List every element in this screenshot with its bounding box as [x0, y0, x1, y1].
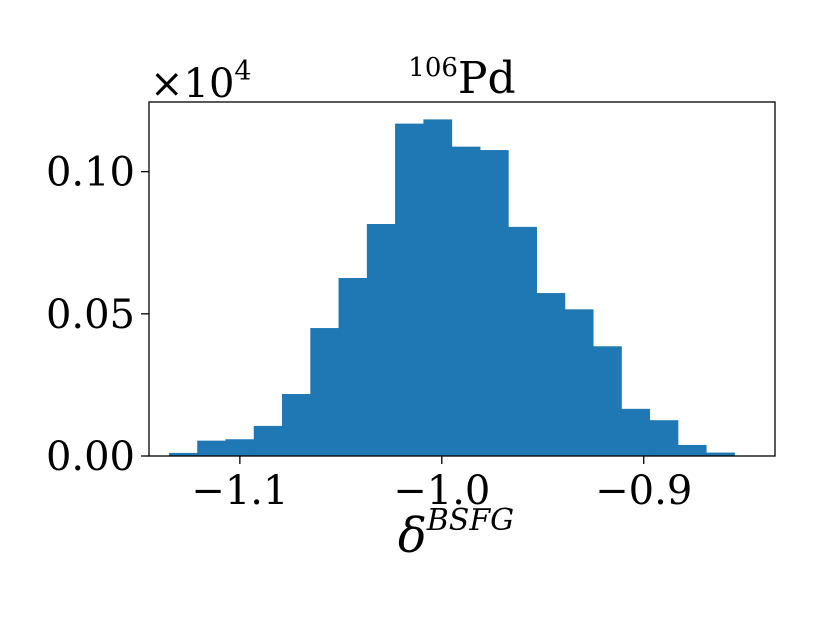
histogram-bar: [621, 408, 651, 457]
histogram-bar: [366, 224, 396, 457]
x-axis-label-main: δ: [398, 508, 427, 564]
histogram-bar: [225, 439, 255, 457]
histogram-bar: [593, 346, 622, 457]
y-multiplier-base: ×10: [150, 61, 234, 107]
y-tick-label: 0.00: [46, 434, 135, 480]
bars-group: [168, 119, 735, 457]
histogram-bar: [282, 394, 311, 457]
histogram-bar: [395, 123, 424, 457]
x-tick-label: −0.9: [595, 468, 692, 514]
histogram-bar: [451, 146, 481, 457]
y-tick-label: 0.10: [46, 150, 135, 196]
histogram-bar: [423, 119, 453, 457]
histogram-bar: [310, 328, 340, 457]
y-tick-label: 0.05: [46, 292, 135, 338]
chart-title: 106Pd: [408, 53, 515, 104]
histogram-bar: [508, 226, 537, 457]
plot-frame: [148, 101, 776, 457]
x-tick-label: −1.0: [393, 468, 490, 514]
histogram-bar: [536, 293, 566, 457]
histogram-bar: [197, 440, 226, 457]
x-tick-label: −1.1: [191, 468, 288, 514]
title-superscript: 106: [408, 53, 458, 83]
histogram-bar: [677, 444, 707, 457]
x-ticks-group: −1.1 −1.0 −0.9: [191, 456, 692, 514]
histogram-bar: [338, 278, 368, 457]
y-multiplier: ×104: [150, 56, 252, 107]
y-multiplier-exponent: 4: [234, 56, 251, 87]
histogram-bar: [564, 309, 594, 457]
histogram-bar: [253, 425, 283, 457]
title-main: Pd: [458, 53, 516, 104]
x-axis-label-superscript: BSFG: [426, 503, 514, 538]
y-ticks-group: 0.00 0.05 0.10: [46, 150, 149, 480]
histogram-bar: [649, 420, 679, 457]
histogram-bar: [479, 150, 509, 457]
x-axis-label: δBSFG: [398, 503, 514, 564]
